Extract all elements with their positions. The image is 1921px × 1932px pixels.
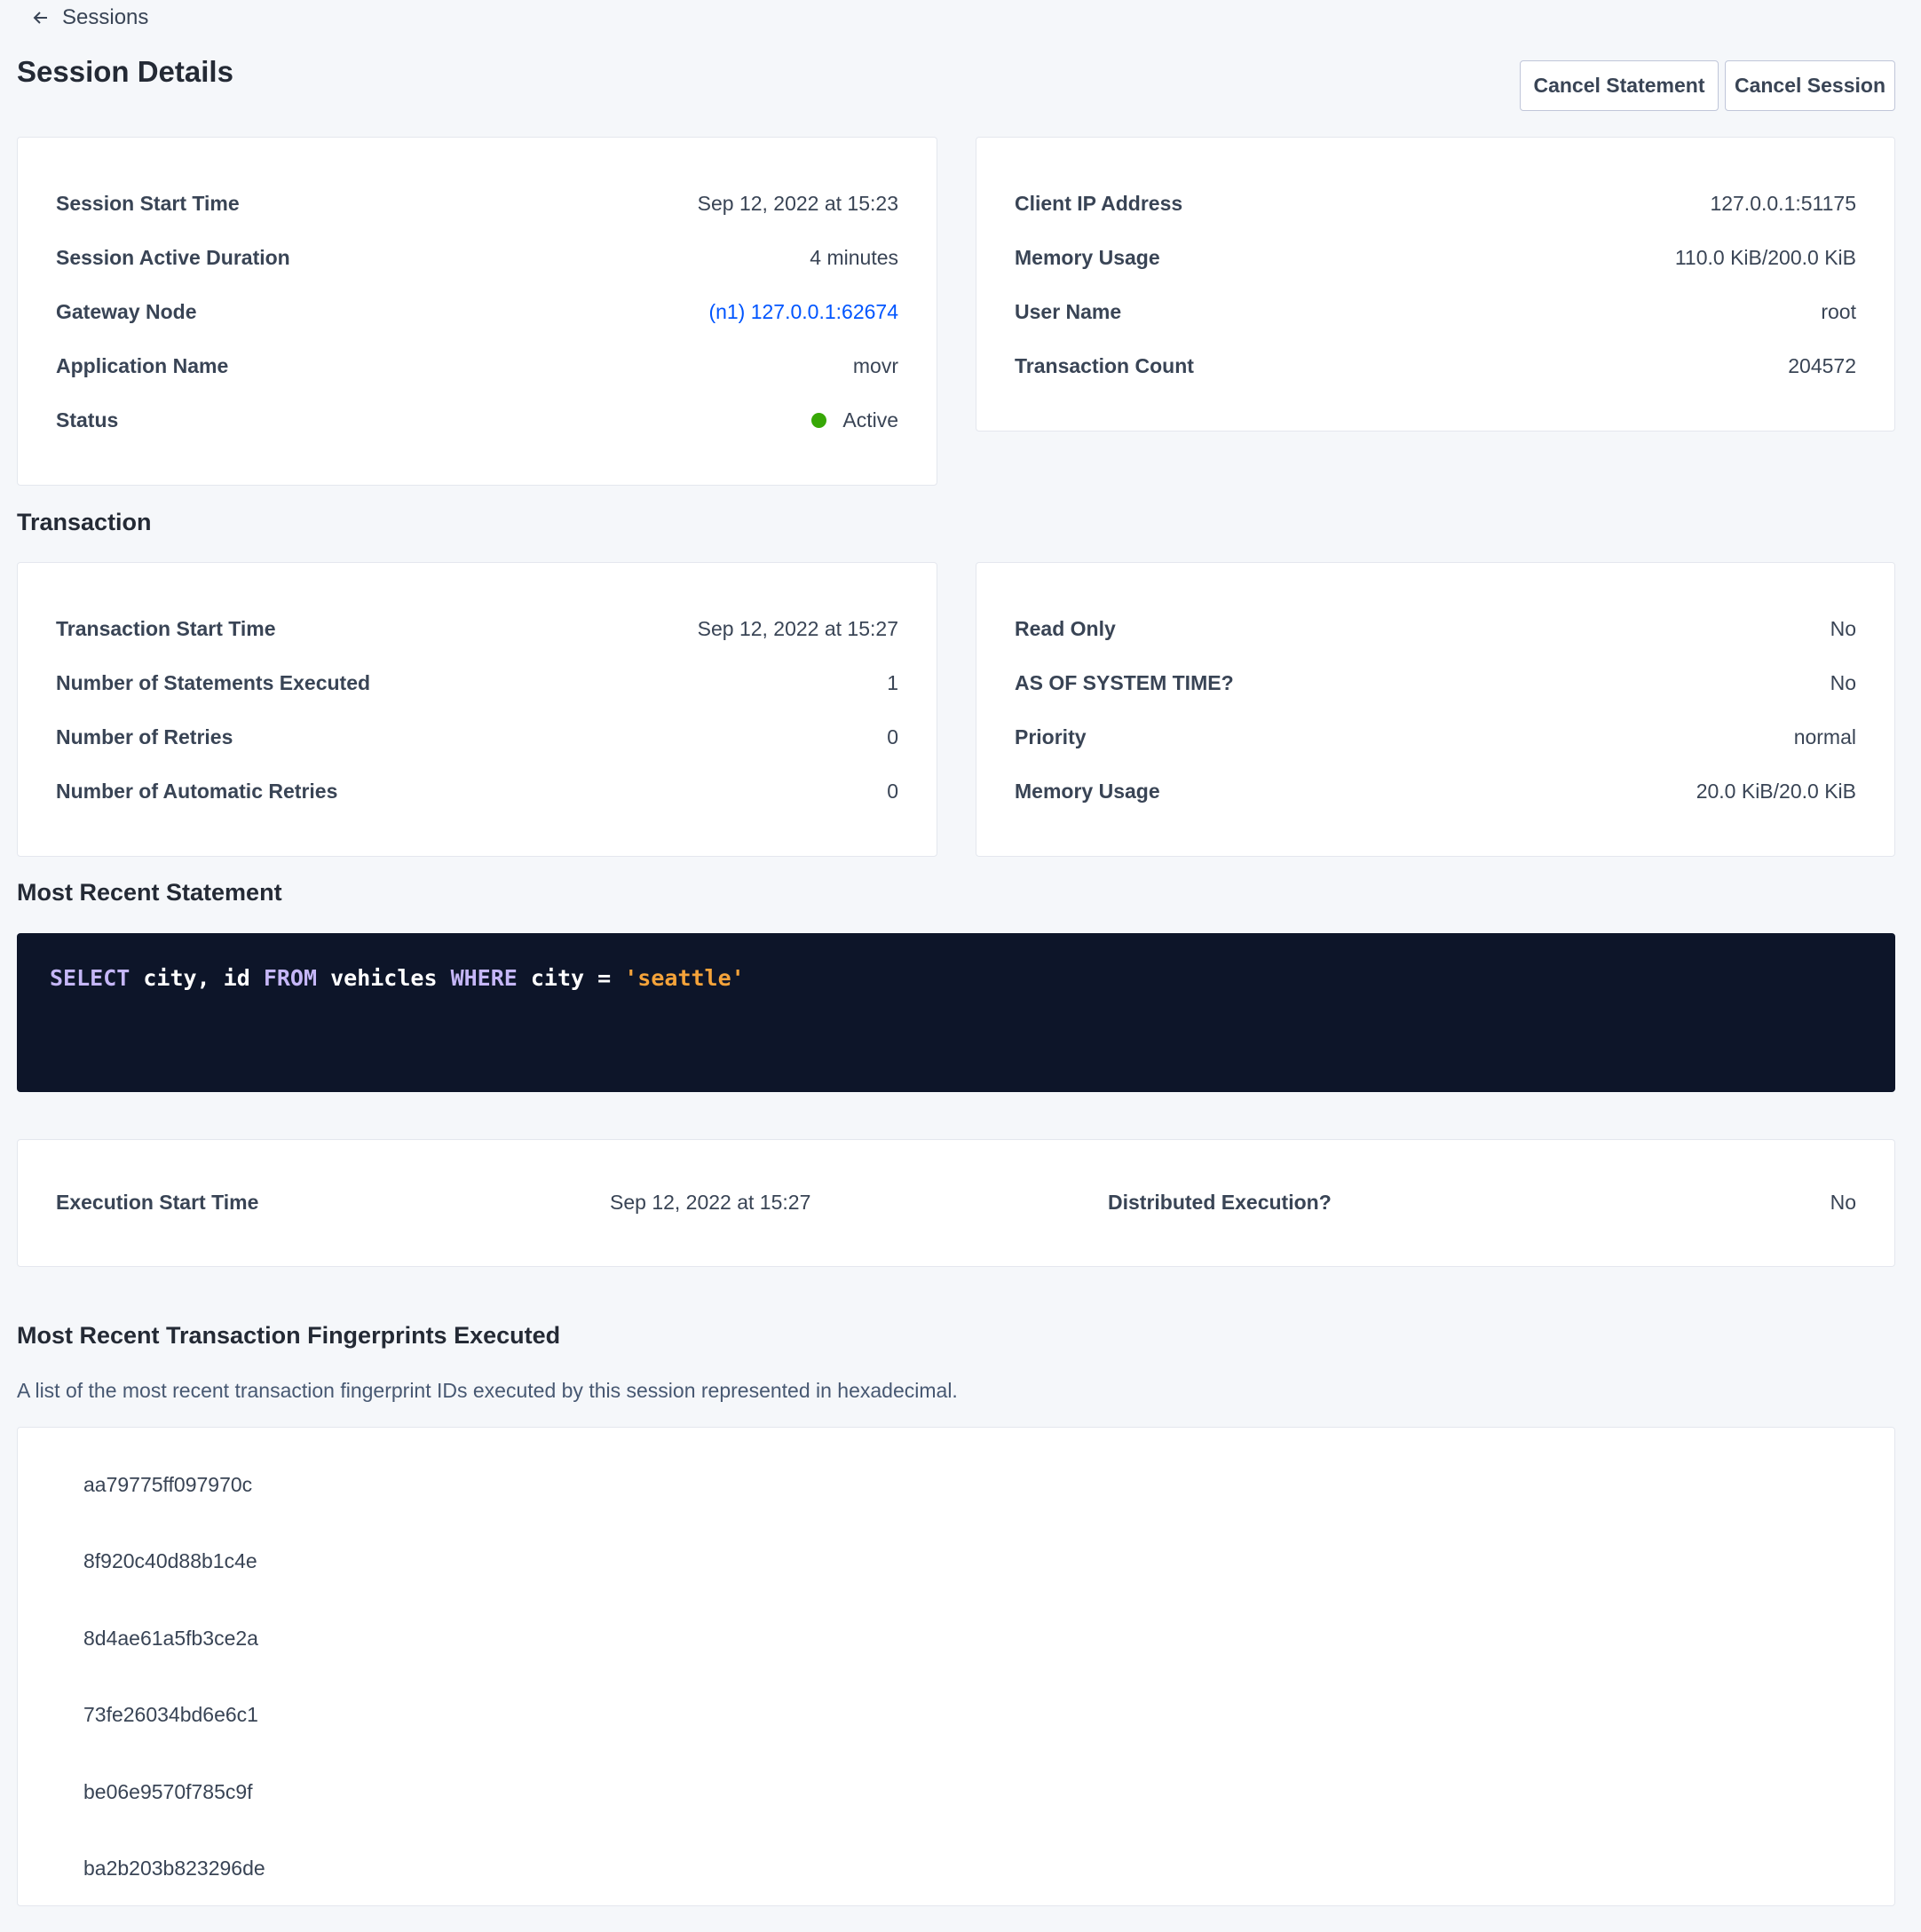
session-client-card: Client IP Address 127.0.0.1:51175 Memory … xyxy=(976,137,1895,432)
row-label: AS OF SYSTEM TIME? xyxy=(1015,671,1234,694)
cancel-statement-button[interactable]: Cancel Statement xyxy=(1520,60,1719,111)
execution-start-value: Sep 12, 2022 at 15:27 xyxy=(610,1191,811,1214)
gateway-node-row: Gateway Node (n1) 127.0.0.1:62674 xyxy=(56,285,898,339)
fingerprint-item: 73fe26034bd6e6c1 xyxy=(83,1703,258,1727)
fingerprints-list: aa79775ff097970c 8f920c40d88b1c4e 8d4ae6… xyxy=(17,1427,1895,1906)
row-value: normal xyxy=(1793,725,1856,748)
session-active-duration-row: Session Active Duration 4 minutes xyxy=(56,231,898,285)
row-label: Session Active Duration xyxy=(56,246,290,269)
row-value: 127.0.0.1:51175 xyxy=(1710,192,1856,215)
row-value: 20.0 KiB/20.0 KiB xyxy=(1696,780,1856,803)
status-row: Status Active xyxy=(56,393,898,447)
row-value: No xyxy=(1830,617,1856,640)
cancel-session-button[interactable]: Cancel Session xyxy=(1725,60,1895,111)
row-label: Session Start Time xyxy=(56,192,240,215)
priority-row: Priority normal xyxy=(1015,710,1856,764)
sql-keyword: WHERE xyxy=(450,965,518,991)
execution-card: Execution Start Time Sep 12, 2022 at 15:… xyxy=(17,1139,1895,1267)
transaction-heading: Transaction xyxy=(17,509,152,535)
status-badge: Active xyxy=(811,408,898,432)
user-name-row: User Name root xyxy=(1015,285,1856,339)
row-label: Memory Usage xyxy=(1015,246,1160,269)
row-value: Sep 12, 2022 at 15:23 xyxy=(697,192,898,215)
row-label: Transaction Start Time xyxy=(56,617,276,640)
row-label: User Name xyxy=(1015,300,1122,323)
sql-keyword: FROM xyxy=(263,965,318,991)
page-title: Session Details xyxy=(17,55,233,88)
row-value: movr xyxy=(852,354,898,377)
fingerprint-item: ba2b203b823296de xyxy=(83,1857,265,1881)
arrow-left-icon xyxy=(33,12,47,24)
row-value: 110.0 KiB/200.0 KiB xyxy=(1674,246,1856,269)
memory-usage-row: Memory Usage 110.0 KiB/200.0 KiB xyxy=(1015,231,1856,285)
row-label: Number of Retries xyxy=(56,725,233,748)
transaction-memory-usage-row: Memory Usage 20.0 KiB/20.0 KiB xyxy=(1015,764,1856,819)
row-value: 0 xyxy=(887,725,898,748)
fingerprint-item: 8f920c40d88b1c4e xyxy=(83,1549,257,1573)
row-label: Number of Statements Executed xyxy=(56,671,371,694)
row-value: 1 xyxy=(887,671,898,694)
fingerprints-heading: Most Recent Transaction Fingerprints Exe… xyxy=(17,1322,561,1349)
status-dot-icon xyxy=(811,413,827,428)
row-value: 204572 xyxy=(1788,354,1856,377)
execution-start-label: Execution Start Time xyxy=(56,1191,259,1214)
retries-row: Number of Retries 0 xyxy=(56,710,898,764)
sql-text: city, id xyxy=(130,965,264,991)
distributed-execution-label: Distributed Execution? xyxy=(1108,1191,1332,1214)
application-name-row: Application Name movr xyxy=(56,339,898,393)
as-of-system-time-row: AS OF SYSTEM TIME? No xyxy=(1015,656,1856,710)
back-label: Sessions xyxy=(62,5,149,29)
transaction-start-time-row: Transaction Start Time Sep 12, 2022 at 15… xyxy=(56,602,898,656)
transaction-card-right: Read Only No AS OF SYSTEM TIME? No Priorit… xyxy=(976,562,1895,857)
most-recent-statement-heading: Most Recent Statement xyxy=(17,879,282,906)
sql-keyword: SELECT xyxy=(50,965,130,991)
row-label: Priority xyxy=(1015,725,1087,748)
row-label: Number of Automatic Retries xyxy=(56,780,338,803)
transaction-card-left: Transaction Start Time Sep 12, 2022 at 15… xyxy=(17,562,937,857)
fingerprint-item: 8d4ae61a5fb3ce2a xyxy=(83,1626,258,1650)
distributed-execution-value: No xyxy=(1830,1191,1856,1214)
session-details-card: Session Start Time Sep 12, 2022 at 15:23 … xyxy=(17,137,937,486)
row-value: No xyxy=(1830,671,1856,694)
row-value: Sep 12, 2022 at 15:27 xyxy=(697,617,898,640)
row-label: Application Name xyxy=(56,354,229,377)
sql-text: city = xyxy=(517,965,625,991)
row-value: root xyxy=(1821,300,1856,323)
read-only-row: Read Only No xyxy=(1015,602,1856,656)
statements-executed-row: Number of Statements Executed 1 xyxy=(56,656,898,710)
sql-string: 'seattle' xyxy=(624,965,745,991)
transaction-count-row: Transaction Count 204572 xyxy=(1015,339,1856,393)
gateway-node-link[interactable]: (n1) 127.0.0.1:62674 xyxy=(708,300,898,323)
fingerprint-item: be06e9570f785c9f xyxy=(83,1779,253,1803)
row-label: Gateway Node xyxy=(56,300,197,323)
client-ip-row: Client IP Address 127.0.0.1:51175 xyxy=(1015,177,1856,231)
sql-statement-block: SELECT city, id FROM vehicles WHERE city… xyxy=(17,933,1895,1092)
back-to-sessions-link[interactable]: Sessions xyxy=(32,5,148,30)
session-start-time-row: Session Start Time Sep 12, 2022 at 15:23 xyxy=(56,177,898,231)
row-label: Read Only xyxy=(1015,617,1116,640)
fingerprints-description: A list of the most recent transaction fi… xyxy=(17,1379,958,1402)
status-text: Active xyxy=(842,408,898,432)
fingerprint-item: aa79775ff097970c xyxy=(83,1472,253,1496)
sql-text: vehicles xyxy=(317,965,451,991)
row-label: Status xyxy=(56,408,119,432)
row-value: 4 minutes xyxy=(810,246,898,269)
row-label: Transaction Count xyxy=(1015,354,1194,377)
row-value: 0 xyxy=(887,780,898,803)
automatic-retries-row: Number of Automatic Retries 0 xyxy=(56,764,898,819)
row-label: Memory Usage xyxy=(1015,780,1160,803)
row-label: Client IP Address xyxy=(1015,192,1183,215)
